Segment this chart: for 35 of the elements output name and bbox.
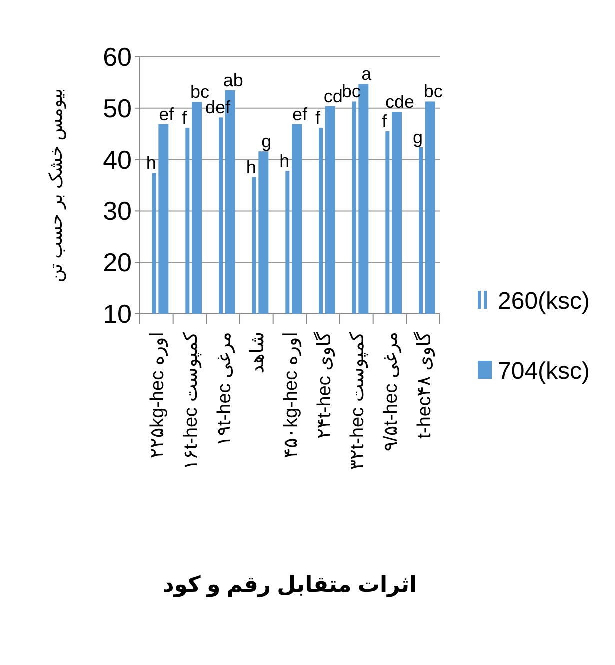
x-tick-label: اوره ۴۵۰kg-hec (281, 332, 302, 459)
y-tick-label: 20 (103, 248, 132, 278)
annotation: h (146, 153, 156, 174)
annotation: cde (385, 92, 415, 112)
x-tick-label: گاوی ۲۴t-hec (312, 331, 336, 439)
y-tick-label: 60 (103, 42, 132, 72)
annotation: bc (190, 82, 210, 102)
x-tick-label: اوره ۲۲۵kg-hec (148, 332, 169, 459)
legend-label: 260(ksc) (498, 288, 590, 315)
annotation: f (182, 108, 188, 128)
annotation: ef (159, 104, 176, 124)
x-axis-title: اثرات متقابل رقم و کود (162, 572, 418, 598)
x-tick-label: مرغی ۱۹t-hec (214, 332, 236, 446)
annotation: f (382, 112, 388, 132)
y-tick-label: 30 (103, 196, 132, 226)
annotation: g (412, 127, 424, 148)
x-tick-label: کمپوست ۱۶t-hec (181, 331, 202, 470)
annotation: h (280, 151, 290, 172)
annotation: ef (292, 104, 309, 124)
x-tick-label: شاهد (248, 332, 269, 374)
x-tick-label: کمپوست ۳۲t-hec (348, 331, 369, 470)
y-tick-label: 50 (103, 93, 132, 124)
annotation: cd (324, 86, 343, 106)
annotation: h (246, 157, 256, 178)
x-tick-label: مرغی ۹/۵t-hec (381, 332, 402, 452)
legend-label: 704(ksc) (498, 358, 590, 385)
annotation: bc (424, 82, 443, 102)
annotation: f (315, 108, 322, 128)
annotation: g (262, 132, 272, 152)
x-tick-label: گاوی t-hec۴۸ (412, 331, 436, 439)
y-tick-label: 10 (103, 299, 132, 329)
annotation: a (362, 64, 373, 84)
y-tick-label: 40 (103, 144, 132, 175)
y-axis-title: بیومس خشک بر حسب تن (46, 88, 67, 283)
annotation: ab (223, 70, 244, 90)
